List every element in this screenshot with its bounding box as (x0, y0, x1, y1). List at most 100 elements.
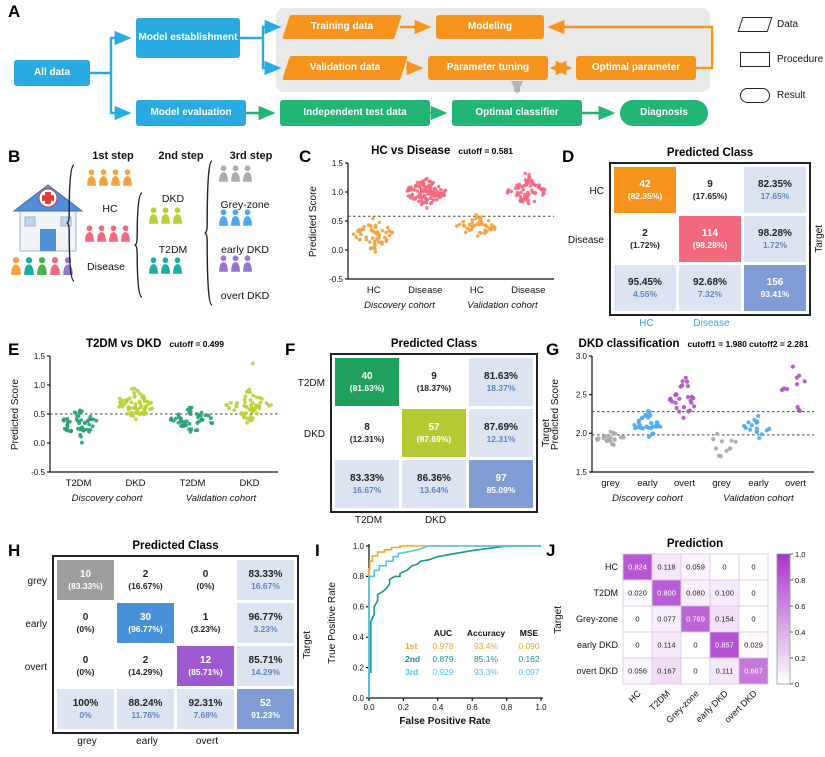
x-tick-label: 0.8 (501, 703, 513, 712)
curly-brace (204, 160, 213, 306)
cell-percent: (0%) (76, 623, 95, 634)
axes (589, 355, 814, 473)
cell-percent: (96.77%) (128, 623, 163, 634)
confusion-matrix-t2dm-dkd: Predicted Class T2DM DKD 40 (81.63%) 9 (18.37… (290, 338, 552, 526)
matrix-body: grey early overt 10 (83.33%) 2 (16.67%) 0 (0%) 83… (10, 555, 320, 734)
roc-axes (366, 544, 543, 701)
legend-auc-value: 0.929 (432, 667, 454, 677)
legend-auc-value: 0.879 (432, 654, 454, 664)
matrix-cell: 88.24% 11.76% (117, 689, 174, 729)
matrix-cell: 97 85.09% (469, 460, 533, 508)
matrix-cell: 95.45% 4.55% (614, 265, 676, 311)
y-tick-label: -0.5 (329, 275, 343, 284)
matrix-title: Predicted Class (666, 147, 754, 159)
cell-count: 52 (259, 697, 272, 709)
matrix-cell: 98.28% 1.72% (744, 216, 806, 262)
node-optimal-classifier: Optimal classifier (452, 100, 582, 126)
chart-g-title-row: DKD classification cutoff1 = 1.980 cutof… (548, 338, 825, 350)
matrix-col-label (237, 736, 297, 747)
y-tick-label: 1.5 (34, 352, 46, 361)
colorbar-tick-label: 1.0 (795, 550, 805, 559)
heatmap-cell-value: 0 (635, 615, 639, 624)
matrix-cell: 114 (98.28%) (679, 216, 741, 262)
person-icon (243, 255, 252, 272)
heatmap-row-label: early DKD (577, 640, 619, 650)
cell-count: 42 (639, 178, 651, 190)
people-group-overt-dkd (218, 255, 253, 272)
cohort-label: Validation cohort (723, 493, 794, 504)
matrix-cell: 2 (14.29%) (117, 646, 174, 686)
matrix-cell: 0 (0%) (57, 646, 114, 686)
matrix-cell: 10 (83.33%) (57, 560, 114, 600)
cell-percent: (14.29%) (128, 666, 163, 677)
person-icon (219, 209, 228, 226)
parallelogram-legend-icon (737, 17, 773, 32)
y-tick-label: 1.5 (576, 468, 588, 477)
person-icon (87, 169, 96, 186)
heatmap-title-row: Prediction (551, 538, 825, 550)
cell-count: 10 (79, 568, 92, 580)
legend-data: Data (737, 17, 798, 32)
y-tick-label: 1.0 (353, 542, 365, 551)
cell-count: 30 (139, 611, 152, 623)
matrix-row-label: early (25, 619, 47, 630)
cell-count: 0 (82, 611, 89, 623)
node-modeling: Modeling (436, 15, 544, 39)
matrix-row-labels: grey early overt (10, 555, 52, 734)
legend-accuracy-value: 93.3% (474, 667, 499, 677)
matrix-body: T2DM DKD 40 (81.63%) 9 (18.37%) 81.63% 18.37% 8(… (290, 353, 552, 513)
x-category-label: T2DM (66, 478, 92, 489)
node-model-establishment-label: Model establishment (138, 32, 238, 44)
panel-i-roc: True Positive Rate 0.0 0.2 0.4 0.6 0.8 1.0 0.0… (325, 538, 551, 727)
cell-percent: 85.09% (486, 484, 516, 495)
x-tick-label: 0.4 (432, 703, 444, 712)
person-icon (231, 165, 240, 182)
chart-title: HC vs Disease (371, 145, 451, 157)
person-icon (149, 207, 158, 224)
heatmap-cell-value: 0.824 (628, 563, 647, 572)
person-icon (219, 255, 228, 272)
legend-procedure: Procedure (740, 52, 823, 67)
brace-step2 (134, 191, 144, 304)
node-parameter-tuning: Parameter tuning (428, 56, 548, 80)
chart-title: DKD classification (578, 338, 680, 350)
matrix-grid: grey early overt 10 (83.33%) 2 (16.67%) 0 (0%) 83… (10, 555, 320, 747)
cell-percent: (83.33%) (68, 580, 103, 591)
x-category-label: overt (674, 478, 695, 489)
matrix-row-label (563, 265, 609, 314)
heatmap-cell-value: 0.059 (686, 563, 705, 572)
node-model-evaluation-label: Model evaluation (150, 107, 232, 119)
heatmap-cell-value: 0.800 (657, 589, 676, 598)
panel-label-e: E (8, 340, 20, 359)
x-category-label: early (748, 478, 769, 489)
blue-arrows (90, 19, 282, 121)
matrix-col-label: grey (77, 736, 97, 747)
matrix-cell: 2 (16.67%) (117, 560, 174, 600)
y-tick-label: 1.0 (34, 381, 46, 390)
matrix-row-label: overt (24, 662, 47, 673)
step-1-header: 1st step (92, 150, 134, 162)
person-icon (161, 257, 170, 274)
person-icon (111, 169, 120, 186)
heatmap-cell-value: 0.167 (657, 667, 676, 676)
matrix-cell: 85.71% 14.29% (237, 646, 294, 686)
colorbar-tick-label: 0.8 (795, 576, 805, 585)
node-diagnosis-label: Diagnosis (640, 107, 688, 119)
matrix-row-labels: HC Disease (563, 162, 609, 316)
scatter-points (61, 361, 273, 445)
heatmap-row-label: overt DKD (576, 666, 618, 676)
cell-percent: 1.72% (762, 239, 788, 250)
matrix-cell: 52 91.23% (237, 689, 294, 729)
x-axis-label: False Positive Rate (399, 716, 491, 727)
y-tick-label: 1.0 (332, 188, 344, 197)
cell-percent: 17.65% (760, 190, 790, 201)
cell-count: 2 (642, 227, 648, 239)
person-icon (231, 209, 240, 226)
cell-percent: (81.63%) (349, 382, 385, 393)
legend-header-accuracy: Accuracy (467, 628, 506, 638)
cell-count: 85.71% (248, 654, 283, 666)
heatmap-row-label: T2DM (594, 588, 619, 598)
cutoff-label: cutoff1 = 1.980 cutoff2 = 2.281 (687, 339, 809, 349)
cell-count: 87.69% (484, 421, 518, 433)
person-icon (85, 225, 94, 242)
